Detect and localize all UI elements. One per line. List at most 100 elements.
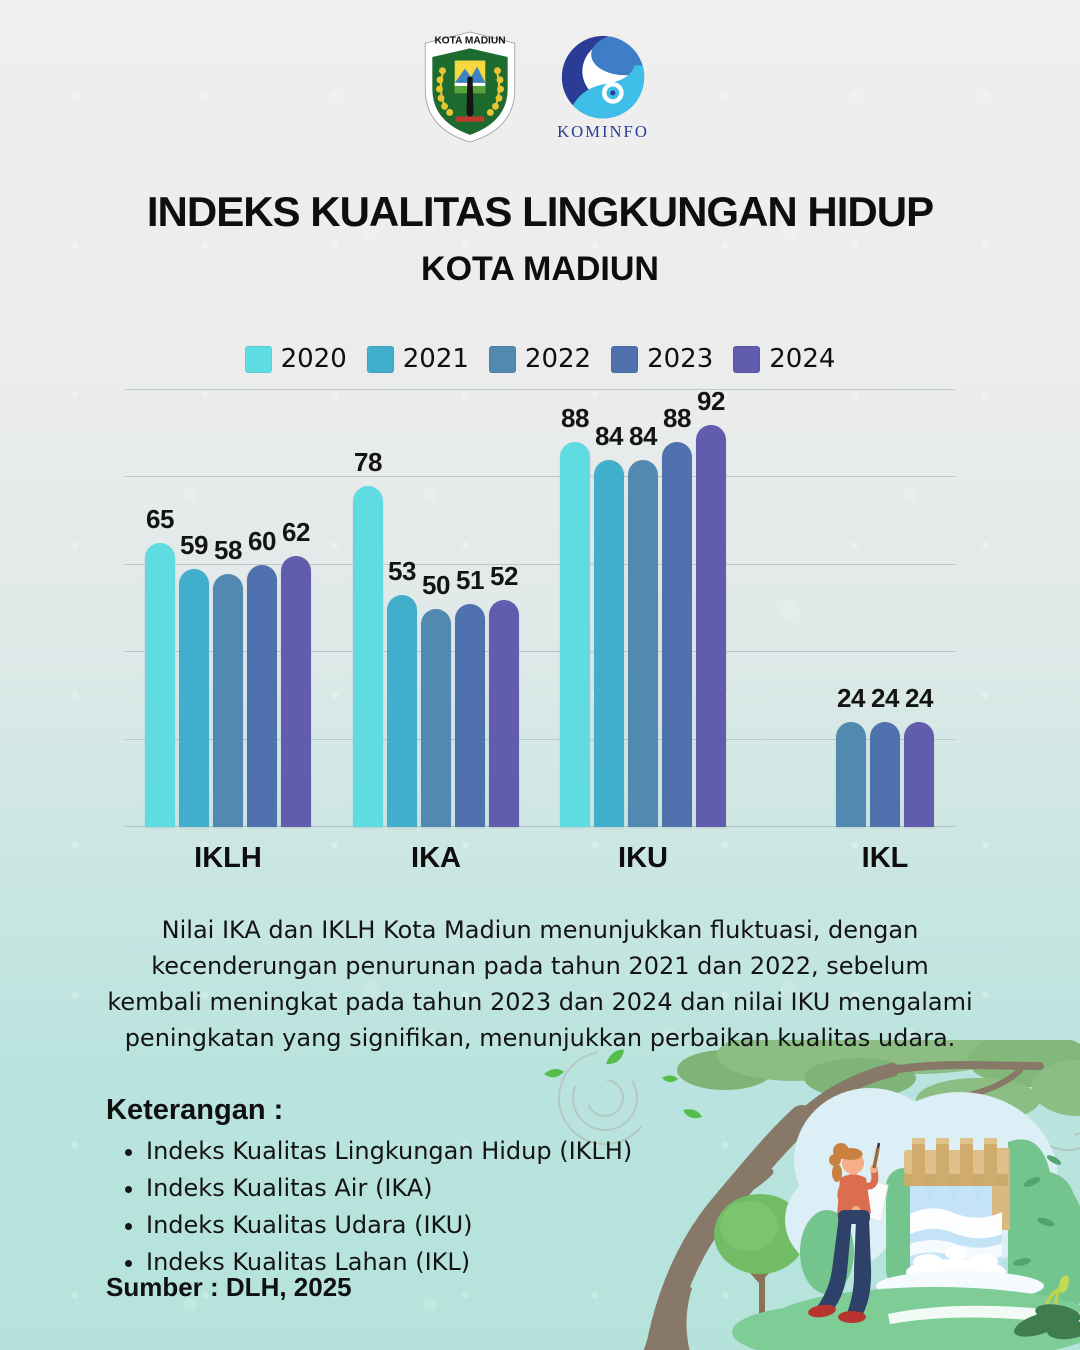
bar-value-label: 51 bbox=[456, 565, 484, 596]
dam-waterfall bbox=[876, 1138, 1044, 1301]
bar-ika-2022 bbox=[421, 608, 451, 827]
bar-group-iku: 88 84 84 88 92 IKU bbox=[560, 386, 726, 874]
keterangan-list: Indeks Kualitas Lingkungan Hidup (IKLH) … bbox=[106, 1137, 632, 1276]
gridline bbox=[125, 389, 955, 390]
bar-value-label: 78 bbox=[354, 447, 382, 478]
bar-value-label: 88 bbox=[663, 403, 691, 434]
bar-iklh-2023 bbox=[247, 564, 277, 827]
legend-item-2022: 2022 bbox=[488, 344, 592, 374]
bar-value-label: 62 bbox=[282, 517, 310, 548]
leaf-icon bbox=[683, 1109, 703, 1119]
waterfall-wave bbox=[910, 1208, 1002, 1239]
bar-ika-2024 bbox=[489, 599, 519, 827]
legend-item-2021: 2021 bbox=[366, 344, 469, 374]
bar-value-label: 52 bbox=[490, 560, 518, 591]
legend-label: 2021 bbox=[402, 344, 469, 374]
legend-swatch bbox=[488, 345, 516, 373]
bar-value-label: 84 bbox=[629, 420, 657, 451]
keterangan-item: Indeks Kualitas Air (IKA) bbox=[146, 1174, 632, 1202]
bar-value-label: 58 bbox=[214, 534, 242, 565]
logo-row: KOTA MADIUN bbox=[0, 30, 1080, 144]
legend-swatch bbox=[366, 345, 394, 373]
keterangan-item: Indeks Kualitas Udara (IKU) bbox=[146, 1211, 632, 1239]
category-label-iku: IKU bbox=[618, 842, 668, 874]
legend-label: 2023 bbox=[647, 344, 714, 374]
bar-value-label: 24 bbox=[871, 683, 899, 714]
category-label-iklh: IKLH bbox=[194, 842, 262, 874]
bar-value-label: 92 bbox=[697, 385, 725, 416]
legend-item-2024: 2024 bbox=[733, 344, 835, 374]
legend-label: 2024 bbox=[769, 344, 836, 374]
legend-label: 2020 bbox=[280, 344, 347, 374]
category-label-ikl: IKL bbox=[861, 842, 909, 874]
bar-ikl-2022 bbox=[836, 722, 866, 827]
description-text: Nilai IKA dan IKLH Kota Madiun menunjukk… bbox=[107, 916, 973, 1052]
bar-value-label: 24 bbox=[905, 683, 933, 714]
small-tree bbox=[714, 1194, 806, 1317]
category-label-ika: IKA bbox=[411, 842, 461, 874]
bar-ika-2023 bbox=[455, 604, 485, 827]
madiun-emblem bbox=[454, 60, 486, 122]
bar-iku-2024 bbox=[696, 424, 726, 827]
legend-label: 2022 bbox=[524, 344, 592, 374]
bar-ikl-2024 bbox=[904, 722, 934, 827]
page-subtitle: KOTA MADIUN bbox=[421, 250, 659, 288]
bar-value-label: 88 bbox=[561, 403, 589, 434]
bar-value-label: 50 bbox=[422, 569, 450, 600]
kominfo-label: KOMINFO bbox=[557, 122, 649, 141]
bar-group-iklh: 65 59 58 60 62 IKLH bbox=[145, 390, 311, 874]
leaf-icon bbox=[606, 1049, 625, 1065]
bar-ikl-2023 bbox=[870, 722, 900, 827]
bar-chart-plot: 65 59 58 60 62 IKLH 78 53 50 51 52 IKA 88 84 84 88 92 IKU… bbox=[125, 386, 955, 874]
keterangan-heading: Keterangan : bbox=[106, 1094, 284, 1126]
kota-madiun-logo: KOTA MADIUN bbox=[424, 31, 516, 143]
kominfo-logo: KOMINFO bbox=[557, 35, 649, 141]
keterangan-item: Indeks Kualitas Lahan (IKL) bbox=[146, 1248, 632, 1276]
bar-iklh-2022 bbox=[213, 573, 243, 827]
source-text: Sumber : DLH, 2025 bbox=[106, 1272, 352, 1302]
bar-value-label: 84 bbox=[595, 420, 623, 451]
legend-swatch bbox=[611, 345, 639, 373]
legend-swatch bbox=[244, 345, 272, 373]
gridline bbox=[125, 563, 955, 565]
bar-value-label: 60 bbox=[248, 525, 276, 556]
bar-value-label: 53 bbox=[388, 556, 416, 587]
bar-iku-2023 bbox=[662, 442, 692, 827]
gridline bbox=[125, 738, 955, 740]
woman-figure bbox=[808, 1142, 889, 1323]
keterangan-section: Keterangan : Indeks Kualitas Lingkungan … bbox=[106, 1094, 632, 1285]
pencil bbox=[872, 1147, 880, 1169]
leaf-icon bbox=[544, 1069, 565, 1078]
wind-swirl bbox=[558, 1051, 1080, 1151]
kominfo-mark bbox=[561, 35, 645, 119]
plant bbox=[1014, 1275, 1080, 1340]
ground bbox=[732, 1287, 1080, 1350]
chart-legend: 2020 2021 2022 2023 2024 bbox=[0, 344, 1080, 374]
keterangan-item: Indeks Kualitas Lingkungan Hidup (IKLH) bbox=[146, 1137, 632, 1165]
gridline bbox=[125, 826, 955, 827]
legend-item-2023: 2023 bbox=[611, 344, 713, 374]
legend-swatch bbox=[733, 345, 761, 373]
wheat-ornament bbox=[436, 67, 504, 116]
environment-illustration bbox=[544, 1040, 1080, 1350]
bar-iklh-2024 bbox=[281, 556, 311, 827]
gridline bbox=[125, 651, 955, 653]
bar-value-label: 65 bbox=[146, 503, 174, 534]
bar-iklh-2021 bbox=[179, 569, 209, 827]
bar-group-ikl: 24 24 24 IKL bbox=[768, 390, 934, 874]
bar-iku-2020 bbox=[560, 442, 590, 827]
legend-item-2020: 2020 bbox=[244, 344, 347, 374]
bar-iklh-2020 bbox=[145, 542, 175, 827]
bar-ika-2021 bbox=[387, 595, 417, 827]
page-title: INDEKS KUALITAS LINGKUNGAN HIDUP bbox=[146, 188, 934, 235]
leaf-icon bbox=[662, 1075, 679, 1083]
bar-ika-2020 bbox=[353, 486, 383, 827]
falling-leaves bbox=[544, 1049, 703, 1119]
bar-iku-2022 bbox=[628, 459, 658, 827]
bar-value-label: 24 bbox=[837, 683, 865, 714]
gridline bbox=[125, 476, 955, 478]
bar-value-label: 59 bbox=[180, 530, 208, 561]
bar-group-ika: 78 53 50 51 52 IKA bbox=[353, 390, 519, 874]
kota-madiun-label: KOTA MADIUN bbox=[434, 36, 505, 47]
